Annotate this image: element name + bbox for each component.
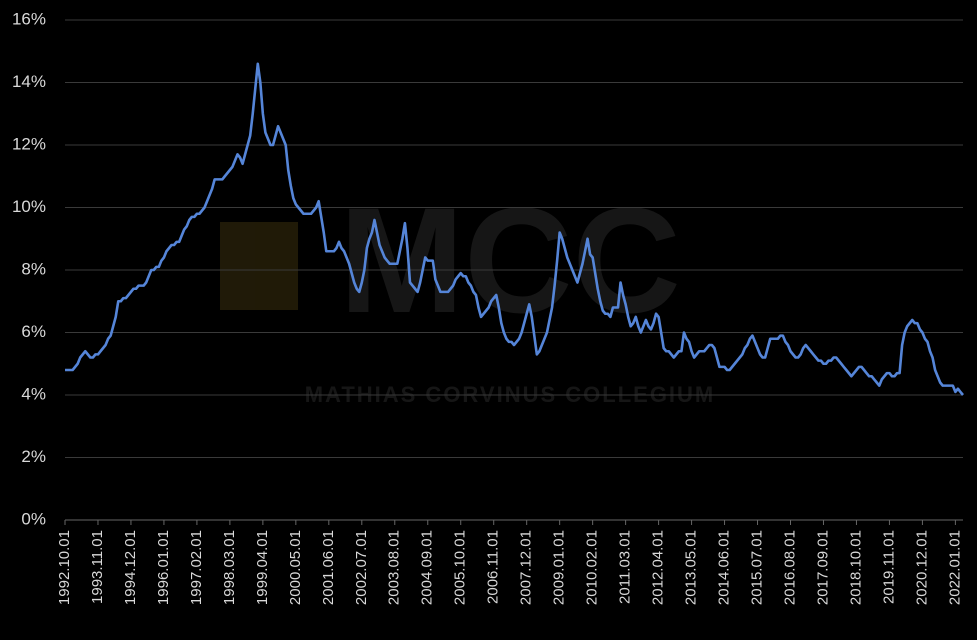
x-tick-label: 1998.03.01 (221, 530, 238, 605)
y-tick-label: 16% (12, 9, 46, 28)
x-tick-label: 2020.12.01 (913, 530, 930, 605)
y-tick-label: 8% (21, 259, 46, 278)
y-tick-label: 14% (12, 72, 46, 91)
x-tick-label: 2011.03.01 (617, 530, 634, 604)
x-tick-label: 1992.10.01 (56, 530, 73, 605)
y-tick-label: 10% (12, 197, 46, 216)
x-tick-label: 2004.09.01 (419, 530, 436, 605)
x-tick-label: 1994.12.01 (122, 530, 139, 605)
y-tick-label: 4% (21, 384, 46, 403)
watermark-logo: MCC (339, 176, 681, 344)
watermark-icon (220, 222, 298, 310)
x-tick-label: 1996.01.01 (155, 530, 172, 605)
x-tick-label: 2022.01.01 (946, 530, 963, 605)
x-tick-label: 1997.02.01 (188, 530, 205, 605)
x-tick-label: 2012.04.01 (650, 530, 667, 605)
x-tick-label: 2001.06.01 (320, 530, 337, 605)
x-tick-label: 2015.07.01 (748, 530, 765, 605)
x-tick-label: 2006.11.01 (485, 530, 502, 604)
y-tick-label: 0% (21, 509, 46, 528)
x-tick-label: 2000.05.01 (287, 530, 304, 605)
y-tick-label: 12% (12, 134, 46, 153)
x-tick-label: 2013.05.01 (683, 530, 700, 605)
x-tick-label: 2017.09.01 (814, 530, 831, 605)
x-tick-label: 2019.11.01 (880, 530, 897, 604)
x-tick-label: 2009.01.01 (551, 530, 568, 605)
x-tick-label: 2018.10.01 (847, 530, 864, 605)
x-tick-label: 1999.04.01 (254, 530, 271, 605)
x-tick-label: 2007.12.01 (518, 530, 535, 605)
y-tick-label: 2% (21, 447, 46, 466)
x-tick-label: 2005.10.01 (452, 530, 469, 605)
x-tick-label: 1993.11.01 (89, 530, 106, 604)
x-tick-label: 2003.08.01 (386, 530, 403, 605)
x-tick-label: 2016.08.01 (781, 530, 798, 605)
x-tick-label: 2002.07.01 (353, 530, 370, 605)
watermark: MCC MATHIAS CORVINUS COLLEGIUM (220, 176, 716, 407)
watermark-text: MATHIAS CORVINUS COLLEGIUM (305, 382, 716, 407)
y-tick-label: 6% (21, 322, 46, 341)
data-line (65, 62, 965, 396)
x-tick-label: 2014.06.01 (716, 530, 733, 605)
x-tick-label: 2010.02.01 (584, 530, 601, 605)
